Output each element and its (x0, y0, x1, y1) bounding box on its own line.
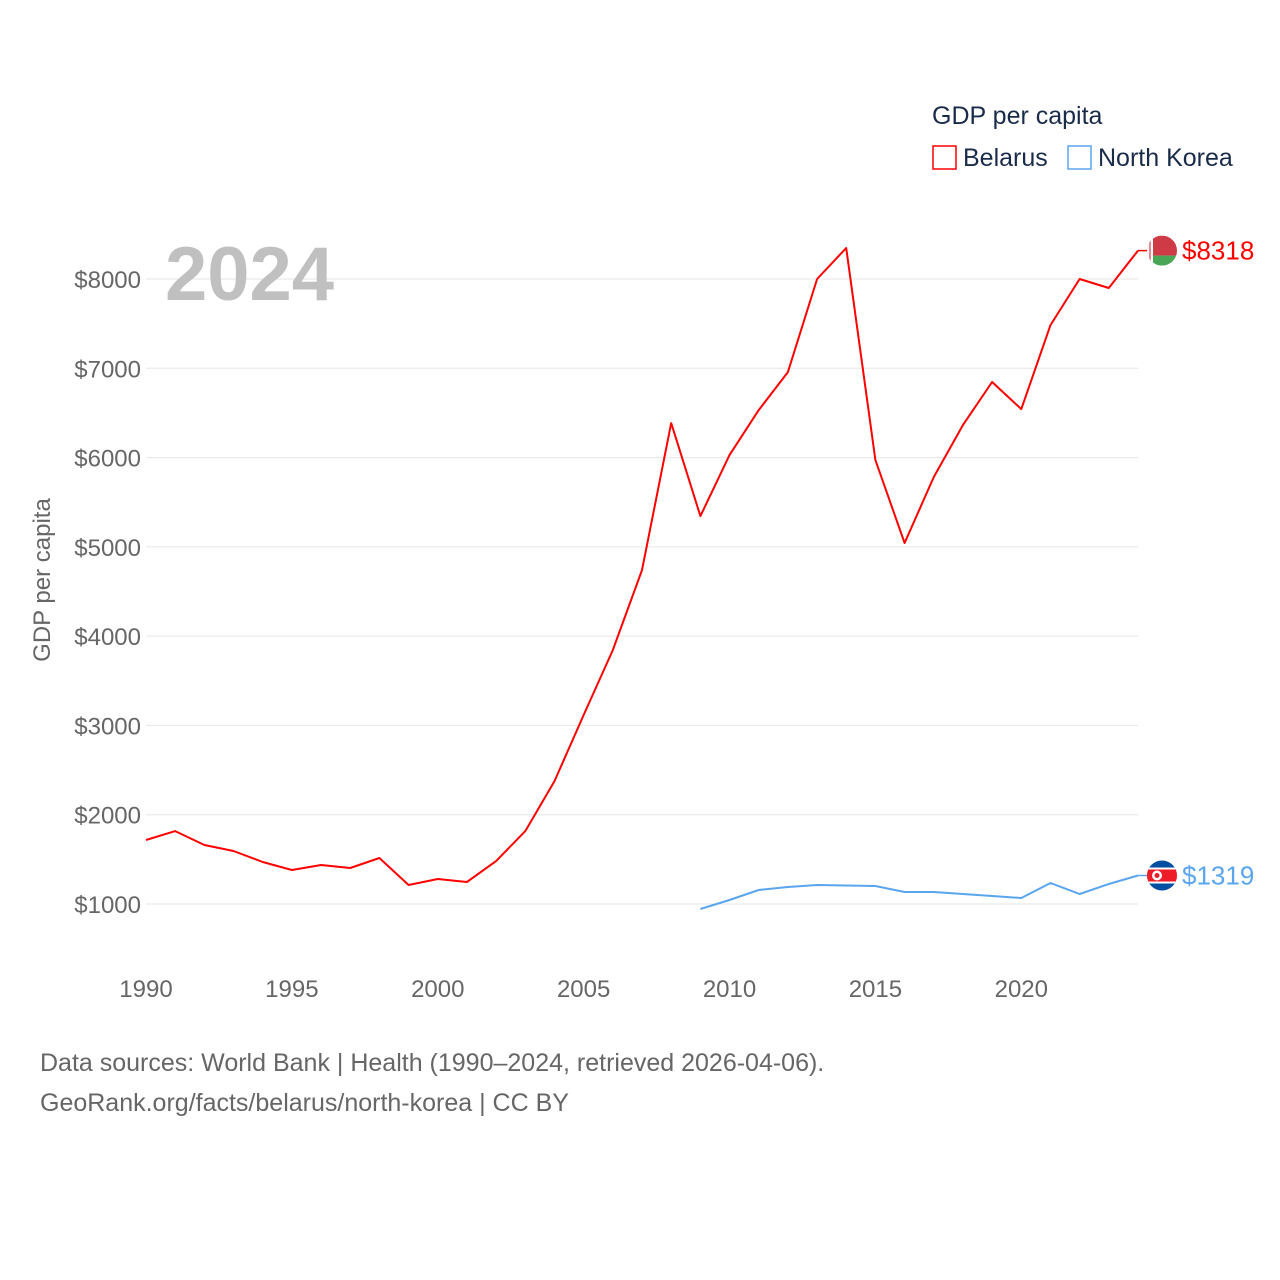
y-tick-label: $7000 (74, 356, 141, 383)
x-tick-label: 1990 (119, 976, 172, 1003)
belarus-flag-icon (1147, 235, 1177, 266)
north-korea-flag-icon (1147, 860, 1177, 891)
x-tick-label: 2010 (703, 976, 756, 1003)
y-tick-label: $1000 (74, 892, 141, 919)
legend-swatch-belarus (932, 145, 957, 170)
y-axis-label: GDP per capita (29, 498, 56, 662)
x-tick-label: 2000 (411, 976, 464, 1003)
y-tick-label: $6000 (74, 446, 141, 473)
y-tick-label: $2000 (74, 803, 141, 830)
legend-title: GDP per capita (932, 102, 1103, 130)
y-tick-label: $4000 (74, 624, 141, 651)
x-tick-label: 2015 (849, 976, 902, 1003)
series-line-north-korea (700, 874, 1139, 910)
y-tick-label: $3000 (74, 713, 141, 740)
footer: Data sources: World Bank | Health (1990–… (40, 1043, 824, 1123)
x-tick-label: 1995 (265, 976, 318, 1003)
legend-label-north-korea: North Korea (1098, 144, 1233, 172)
data-source-note: Data sources: World Bank | Health (1990–… (40, 1049, 825, 1077)
attribution-link[interactable]: GeoRank.org/facts/belarus/north-korea | … (40, 1089, 569, 1117)
legend-label-belarus: Belarus (963, 144, 1048, 172)
legend-swatch-north-korea (1067, 145, 1092, 170)
y-tick-label: $5000 (74, 535, 141, 562)
x-tick-label: 2005 (557, 976, 610, 1003)
x-tick-label: 2020 (995, 976, 1048, 1003)
y-tick-label: $8000 (74, 267, 141, 294)
year-label: 2024 (165, 232, 334, 317)
series-line-belarus (145, 247, 1139, 886)
end-value-label-north-korea: $1319 (1182, 861, 1254, 891)
end-value-label-belarus: $8318 (1182, 236, 1254, 266)
